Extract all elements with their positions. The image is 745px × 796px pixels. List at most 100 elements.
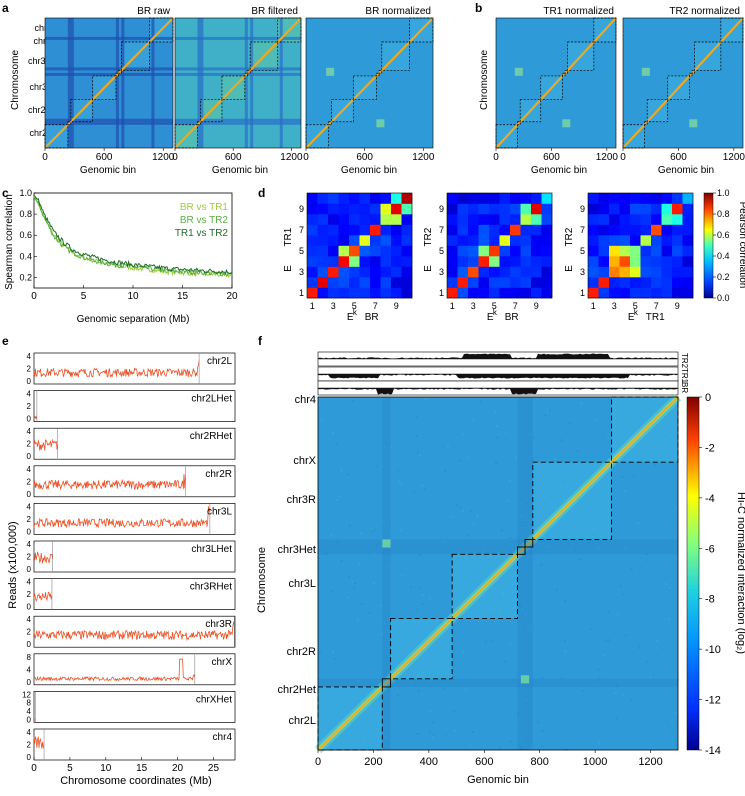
heatmap-cell	[630, 288, 641, 299]
heatmap-cell	[402, 288, 413, 299]
heatmap-cell	[458, 193, 469, 204]
y-tick-label: 0.2	[19, 272, 32, 282]
het-stripe	[318, 539, 678, 554]
x-tick-label: 1200	[280, 152, 303, 163]
heatmap-cell	[402, 225, 413, 236]
interaction-spot	[326, 68, 334, 76]
y-tick-label: 8	[27, 653, 32, 662]
noise-pixel	[623, 594, 625, 596]
y-tick-label: 2	[27, 628, 32, 637]
noise-pixel	[465, 689, 467, 691]
heatmap-cell	[328, 256, 339, 267]
heatmap-cell	[521, 235, 532, 246]
noise-pixel	[639, 567, 641, 569]
heatmap-cell	[370, 256, 381, 267]
heatmap-cell	[307, 225, 318, 236]
track-label: chr2RHet	[190, 431, 232, 442]
panel-label-e: e	[2, 334, 9, 348]
x-tick-label: 600	[96, 152, 113, 163]
heatmap-cell	[458, 256, 469, 267]
noise-pixel	[544, 414, 546, 416]
heatmap-cell	[672, 204, 683, 215]
y-tick-label: 9	[580, 204, 585, 214]
noise-pixel	[400, 483, 402, 485]
x-axis-label: BR	[365, 312, 379, 323]
y-tick-label: 0	[27, 603, 32, 612]
heatmap-cell	[479, 246, 490, 257]
heatmap-cell	[360, 235, 371, 246]
heatmap-cell	[391, 277, 402, 288]
noise-pixel	[655, 464, 657, 466]
heatmap-cell	[510, 214, 521, 225]
y-tick-label: 2	[27, 365, 32, 374]
heatmap-cell	[521, 204, 532, 215]
colorbar-tick-label: -12	[705, 695, 721, 707]
heatmap-cell	[479, 267, 490, 278]
noise-pixel	[646, 661, 648, 663]
noise-pixel	[418, 690, 420, 692]
noise-pixel	[417, 733, 419, 735]
heatmap-cell	[609, 193, 620, 204]
y-tick-label: 4	[27, 352, 32, 361]
track-label: chr2L	[207, 356, 232, 367]
heatmap-cell	[599, 214, 610, 225]
heatmap-cell	[672, 246, 683, 257]
x-axis-eigen-superscript: k	[493, 308, 498, 317]
noise-pixel	[616, 717, 618, 719]
heatmap-cell	[588, 256, 599, 267]
heatmap-cell	[510, 277, 521, 288]
heatmap-cell	[620, 267, 631, 278]
legend-tr1-vs-tr2: TR1 vs TR2	[175, 228, 229, 239]
noise-pixel	[352, 581, 354, 583]
chrom-label: chr4	[295, 394, 316, 406]
heatmap-cell	[500, 246, 511, 257]
heatmap-cell	[349, 288, 360, 299]
heatmap-cell	[447, 267, 458, 278]
x-tick-label: 10	[100, 763, 112, 774]
noise-pixel	[496, 437, 498, 439]
panel-e-x-label: Chromosome coordinates (Mb)	[60, 775, 212, 787]
heatmap-cell	[339, 256, 350, 267]
interaction-spot	[642, 68, 650, 76]
heatmap-cell	[620, 214, 631, 225]
noise-pixel	[603, 654, 605, 656]
heatmap-cell	[542, 193, 553, 204]
heatmap-cell	[500, 277, 511, 288]
noise-pixel	[542, 677, 544, 679]
noise-pixel	[330, 534, 332, 536]
y-tick-label: 0	[27, 678, 32, 687]
noise-pixel	[510, 537, 512, 539]
heatmap-cell	[609, 204, 620, 215]
colorbar-tick-label: -6	[705, 543, 715, 555]
track-label: chr4	[213, 732, 233, 743]
heatmap-cell	[521, 288, 532, 299]
heatmap-cell	[599, 225, 610, 236]
chrom-label: chr2Het	[277, 684, 316, 696]
heatmap-cell	[339, 277, 350, 288]
heatmap-cell	[447, 193, 458, 204]
noise-pixel	[331, 590, 333, 592]
coverage-track-br: BR	[318, 381, 689, 395]
noise-pixel	[357, 619, 359, 621]
heatmap-cell	[609, 288, 620, 299]
heatmap-cell	[349, 225, 360, 236]
x-tick-label: 10	[127, 291, 139, 302]
noise-pixel	[665, 583, 667, 585]
panel-a-x-label: Genomic bin	[341, 165, 397, 176]
y-tick-label: 1	[580, 288, 585, 298]
x-tick-label: 0	[315, 756, 321, 768]
heatmap-cell	[381, 267, 392, 278]
x-tick-label: 3	[331, 301, 336, 311]
y-tick-label: 2	[27, 402, 32, 411]
noise-pixel	[358, 562, 360, 564]
y-tick-label: 2	[27, 515, 32, 524]
heatmap-cell	[468, 246, 479, 257]
heatmap-cell	[468, 277, 479, 288]
x-tick-label: 1200	[412, 152, 435, 163]
heatmap-cell	[521, 256, 532, 267]
noise-pixel	[496, 425, 498, 427]
heatmap-cell	[458, 288, 469, 299]
